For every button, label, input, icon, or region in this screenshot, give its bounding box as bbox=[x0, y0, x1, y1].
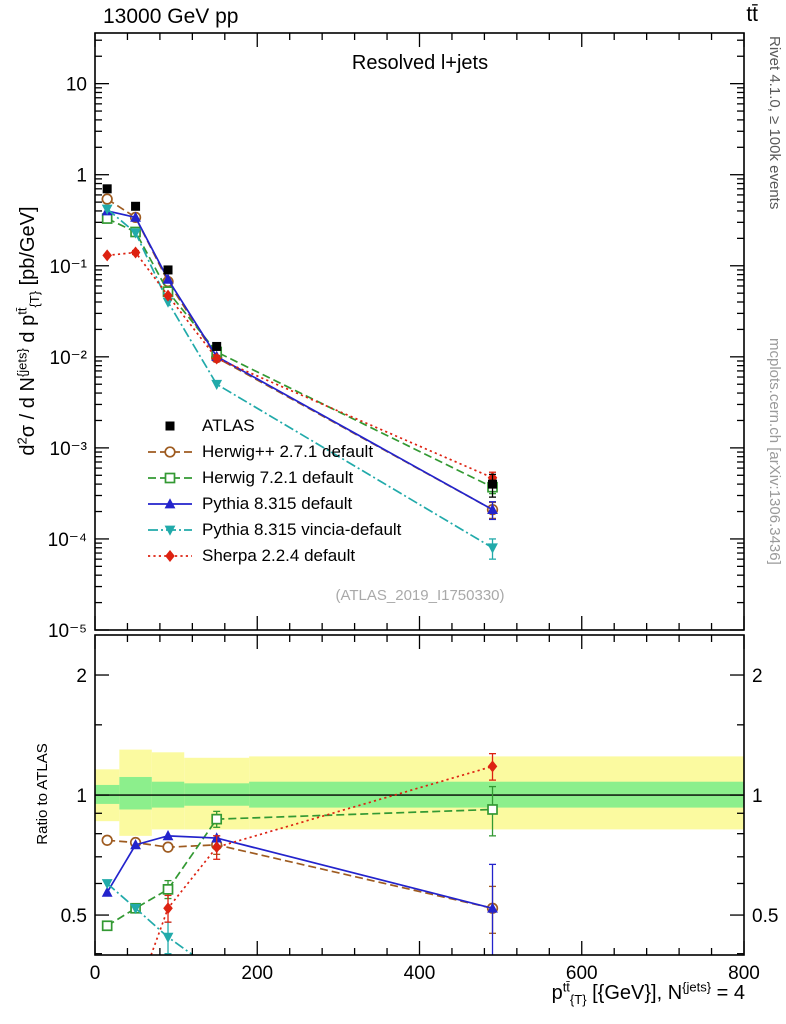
svg-text:1: 1 bbox=[76, 786, 87, 807]
svg-text:0.5: 0.5 bbox=[752, 906, 778, 927]
beam-energy-title: 13000 GeV pp bbox=[103, 5, 239, 28]
atlas-marker-icon bbox=[147, 418, 193, 434]
rivet-version-note: Rivet 4.1.0, ≥ 100k events bbox=[766, 36, 783, 210]
herwig7-marker-icon bbox=[147, 470, 193, 486]
svg-text:600: 600 bbox=[566, 963, 598, 984]
legend-item-atlas: ATLAS bbox=[147, 413, 401, 439]
legend-item-pythia-vincia: Pythia 8.315 vincia-default bbox=[147, 517, 401, 543]
observable-title: Resolved l+jets bbox=[351, 52, 489, 74]
svg-text:1: 1 bbox=[76, 166, 87, 187]
legend-label: Herwig 7.2.1 default bbox=[202, 468, 354, 487]
legend-item-herwigpp: Herwig++ 2.7.1 default bbox=[147, 439, 401, 465]
main-panel-series bbox=[101, 184, 499, 560]
svg-text:10⁻³: 10⁻³ bbox=[50, 439, 88, 460]
legend-item-pythia: Pythia 8.315 default bbox=[147, 491, 401, 517]
svg-text:400: 400 bbox=[404, 963, 436, 984]
svg-text:10: 10 bbox=[66, 75, 87, 96]
svg-text:10⁻⁵: 10⁻⁵ bbox=[48, 621, 87, 642]
legend: ATLAS Herwig++ 2.7.1 default Herwig 7.2.… bbox=[147, 413, 401, 569]
legend-label: ATLAS bbox=[202, 416, 255, 435]
legend-label: Pythia 8.315 default bbox=[202, 494, 353, 513]
legend-label: Sherpa 2.2.4 default bbox=[202, 546, 356, 565]
y-axis-label-main: d2σ / d N{jets} d ptt̄{T} [pb/GeV] bbox=[14, 206, 42, 456]
process-title: tt̄ bbox=[746, 3, 758, 26]
svg-text:1: 1 bbox=[752, 786, 763, 807]
y-axis-label-ratio: Ratio to ATLAS bbox=[34, 743, 51, 845]
pythia-marker-icon bbox=[147, 496, 193, 512]
ratio-uncertainty-bands bbox=[95, 749, 744, 836]
svg-text:10⁻²: 10⁻² bbox=[50, 348, 88, 369]
svg-text:0: 0 bbox=[90, 963, 101, 984]
legend-item-herwig7: Herwig 7.2.1 default bbox=[147, 465, 401, 491]
legend-label: Herwig++ 2.7.1 default bbox=[202, 442, 374, 461]
herwigpp-marker-icon bbox=[147, 444, 193, 460]
svg-text:10⁻¹: 10⁻¹ bbox=[50, 257, 88, 278]
svg-text:2: 2 bbox=[76, 666, 87, 687]
svg-text:2: 2 bbox=[752, 666, 763, 687]
x-axis-label: ptt̄{T} [{GeV}], N{jets} = 4 bbox=[551, 979, 745, 1007]
ratio-panel-series bbox=[101, 753, 499, 955]
legend-item-sherpa: Sherpa 2.2.4 default bbox=[147, 543, 401, 569]
mcplots-attribution-note: mcplots.cern.ch [arXiv:1306.3436] bbox=[766, 338, 783, 565]
svg-text:800: 800 bbox=[728, 963, 760, 984]
svg-text:200: 200 bbox=[241, 963, 273, 984]
sherpa-marker-icon bbox=[147, 548, 193, 564]
svg-text:10⁻⁴: 10⁻⁴ bbox=[48, 530, 87, 551]
pythia-vincia-marker-icon bbox=[147, 522, 193, 538]
analysis-id-watermark: (ATLAS_2019_I1750330) bbox=[335, 587, 505, 604]
svg-text:0.5: 0.5 bbox=[61, 906, 87, 927]
legend-label: Pythia 8.315 vincia-default bbox=[202, 520, 402, 539]
